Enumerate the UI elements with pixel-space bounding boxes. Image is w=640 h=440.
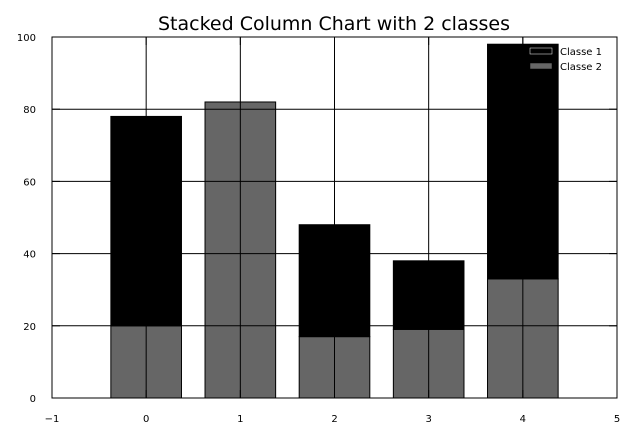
x-tick-label: 3 — [425, 414, 431, 425]
legend-swatch-classe-1 — [529, 47, 553, 55]
x-tick-label: −1 — [45, 414, 60, 425]
x-tick-label: 1 — [237, 414, 243, 425]
legend-label-classe-2: Classe 2 — [560, 62, 602, 73]
y-tick-label: 100 — [17, 33, 36, 44]
x-tick-label: 2 — [331, 414, 337, 425]
legend-label-classe-1: Classe 1 — [560, 47, 602, 58]
y-tick-label: 60 — [23, 177, 36, 188]
x-tick-label: 4 — [520, 414, 526, 425]
axis-ticks — [51, 36, 618, 399]
x-tick-label: 5 — [614, 414, 620, 425]
plot-area: −1 0 1 2 3 4 5 0 20 40 60 80 100 — [17, 33, 620, 425]
y-tick-label: 40 — [23, 250, 36, 261]
legend-swatch-classe-2 — [529, 62, 553, 70]
grid-lines — [52, 37, 617, 398]
axis-tick-labels: −1 0 1 2 3 4 5 0 20 40 60 80 100 — [17, 33, 620, 425]
y-tick-label: 0 — [30, 394, 36, 405]
chart-title: Stacked Column Chart with 2 classes — [158, 13, 510, 35]
x-tick-label: 0 — [143, 414, 149, 425]
legend: Classe 1 Classe 2 — [529, 47, 602, 73]
y-tick-label: 20 — [23, 322, 36, 333]
y-tick-label: 80 — [23, 105, 36, 116]
